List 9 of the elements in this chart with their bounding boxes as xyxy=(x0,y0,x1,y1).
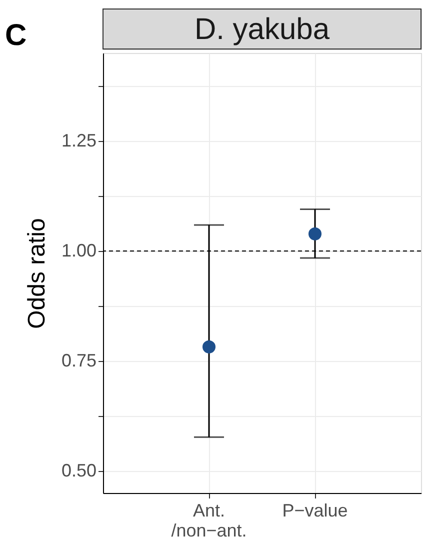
x-tick-label: Ant. /non−ant. xyxy=(171,500,247,540)
y-tick-label: 0.75 xyxy=(61,350,96,370)
y-axis-title: Odds ratio xyxy=(23,218,50,329)
chart-title: D. yakuba xyxy=(194,13,330,46)
text: C xyxy=(5,19,27,52)
y-tick-label: 1.25 xyxy=(61,130,96,150)
x-tick-label: P−value xyxy=(282,500,348,520)
y-tick-label: 0.50 xyxy=(61,460,96,480)
y-tick-label: 1.00 xyxy=(61,240,96,260)
